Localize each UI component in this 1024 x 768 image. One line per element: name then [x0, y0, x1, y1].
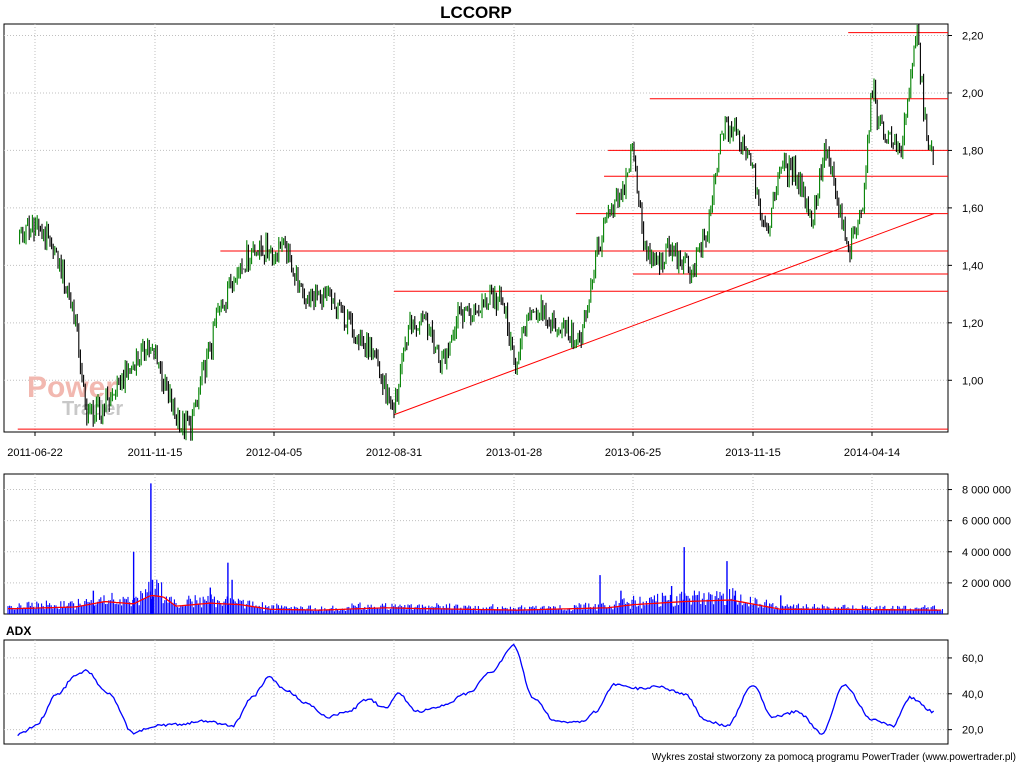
adx-panel: 20,0 40,0 60,0 ADX [3, 624, 983, 745]
price-y-axis: 1,00 1,20 1,40 1,60 1,80 2,00 2,20 [948, 30, 983, 387]
adx-line [17, 643, 935, 737]
date-tick-label: 2014-04-14 [844, 447, 900, 459]
price-y-tick-label: 1,80 [962, 145, 983, 157]
volume-y-tick-label: 6 000 000 [962, 516, 1011, 528]
watermark-power: Power [27, 371, 117, 404]
price-panel-frame [3, 23, 949, 433]
volume-gridlines [4, 474, 948, 614]
adx-y-tick-label: 40,0 [962, 689, 983, 701]
volume-y-axis: 2 000 000 4 000 000 6 000 000 8 000 000 [948, 485, 1011, 590]
date-tick-label: 2013-11-15 [725, 447, 780, 459]
volume-average-line [8, 594, 941, 611]
adx-series [17, 643, 935, 737]
adx-y-tick-label: 60,0 [962, 653, 983, 665]
date-tick-label: 2011-06-22 [7, 447, 62, 459]
adx-y-tick-label: 20,0 [962, 725, 983, 737]
date-axis: 2011-06-22 2011-11-15 2012-04-05 2012-08-31… [7, 432, 900, 459]
indicator-title: ADX [6, 624, 31, 638]
chart-title: LCCORP [440, 3, 512, 22]
adx-gridlines [4, 640, 948, 744]
price-y-tick-label: 2,20 [962, 30, 983, 42]
volume-y-tick-label: 2 000 000 [962, 578, 1011, 590]
price-y-tick-label: 1,00 [962, 375, 983, 387]
volume-y-tick-label: 4 000 000 [962, 547, 1011, 559]
footer-credit: Wykres został stworzony za pomocą progra… [652, 752, 1016, 763]
price-y-tick-label: 1,40 [962, 260, 983, 272]
price-series [19, 23, 934, 441]
price-panel: Power Trader 1,001,201,401,601,802,002,2… [3, 3, 983, 459]
price-y-tick-label: 1,60 [962, 203, 983, 215]
trendline [393, 213, 935, 416]
volume-average [8, 594, 941, 611]
price-y-tick-label: 2,00 [962, 88, 983, 100]
trend-line [393, 213, 935, 416]
adx-panel-frame [3, 639, 949, 745]
date-tick-label: 2013-06-25 [605, 447, 661, 459]
date-tick-label: 2013-01-28 [486, 447, 542, 459]
volume-y-tick-label: 8 000 000 [962, 485, 1011, 497]
date-tick-label: 2012-04-05 [246, 447, 302, 459]
date-tick-label: 2011-11-15 [128, 447, 183, 459]
price-y-tick-label: 1,20 [962, 318, 983, 330]
adx-y-axis: 20,0 40,0 60,0 [948, 653, 983, 737]
support-lines [17, 32, 948, 430]
date-tick-label: 2012-08-31 [366, 447, 422, 459]
volume-panel: 2 000 000 4 000 000 6 000 000 8 000 000 [3, 473, 1011, 615]
